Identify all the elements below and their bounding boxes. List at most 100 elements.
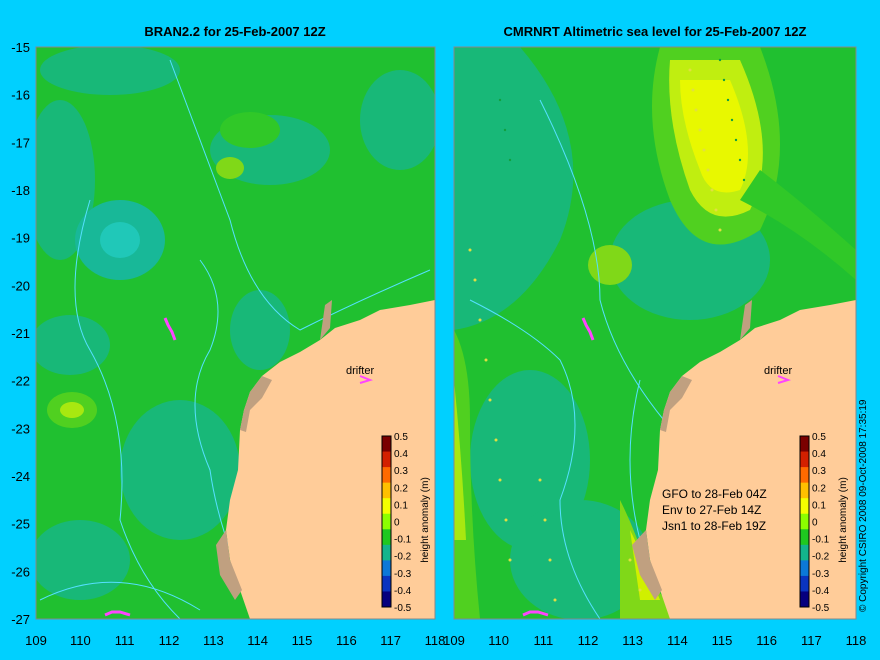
colorbar-tick-label: -0.2 (812, 552, 830, 563)
left-lat-axis: -15 -16 -17 -18 -19 -20 -21 -22 -23 -24 -25 -26 -27 (11, 40, 30, 627)
lat-tick-label: -24 (11, 469, 30, 484)
colorbar-tick-label: 0.2 (812, 483, 826, 494)
copyright: © Copyright CSIRO 2008 09-Oct-2008 17:35… (858, 399, 869, 612)
colorbar-tick-label: 0.4 (812, 449, 826, 460)
colorbar-tick-label: 0.3 (394, 466, 408, 477)
lat-tick-label: -26 (11, 564, 30, 579)
colorbar-tick-label: 0.1 (394, 500, 408, 511)
lon-tick-label: 114 (247, 633, 268, 648)
colorbar-swatch (382, 513, 391, 530)
colorbar-swatch (800, 560, 809, 577)
colorbar-swatch (382, 482, 391, 499)
colorbar-tick-label: 0.3 (812, 466, 826, 477)
lon-tick-label: 109 (25, 633, 47, 648)
colorbar-tick-label: -0.3 (812, 569, 830, 580)
right-drifter-marker (777, 375, 792, 384)
right-panel-title: CMRNRT Altimetric sea level for 25-Feb-2… (504, 24, 807, 39)
colorbar-tick-label: 0.5 (812, 432, 826, 443)
colorbar-tick-label: -0.4 (812, 586, 830, 597)
colorbar-swatch (382, 436, 391, 453)
left-lon-axis: 109 110 111 112 113 114 115 116 117 118 (25, 633, 445, 648)
lat-tick-label: -20 (11, 278, 30, 293)
left-drifter-marker (359, 375, 374, 384)
lat-tick-label: -18 (11, 183, 30, 198)
lon-tick-label: 110 (70, 633, 91, 648)
colorbar-swatch (800, 591, 809, 608)
lat-tick-label: -22 (11, 374, 30, 389)
lon-tick-label: 112 (578, 633, 599, 648)
colorbar-swatch (800, 544, 809, 561)
info-line: Jsn1 to 28-Feb 19Z (662, 519, 766, 533)
colorbar-swatch (382, 529, 391, 546)
right-lon-axis: 109 110 111 112 113 114 115 116 117 118 (443, 633, 866, 648)
info-line: GFO to 28-Feb 04Z (662, 487, 767, 501)
colorbar-swatch (800, 575, 809, 592)
left-panel-title: BRAN2.2 for 25-Feb-2007 12Z (144, 24, 325, 39)
lat-tick-label: -16 (11, 88, 30, 103)
colorbar-swatch (382, 575, 391, 592)
colorbar-tick-label: -0.1 (394, 535, 412, 546)
colorbar-tick-label: 0.5 (394, 432, 408, 443)
lon-tick-label: 117 (380, 633, 401, 648)
left-drifter-track (163, 317, 177, 341)
lon-tick-label: 111 (115, 633, 135, 648)
lon-tick-label: 116 (756, 633, 777, 648)
lon-tick-label: 115 (712, 633, 733, 648)
left-drifter-label: drifter (346, 365, 374, 377)
colorbar-tick-label: -0.5 (394, 603, 412, 614)
right-info-box: GFO to 28-Feb 04Z Env to 27-Feb 14Z Jsn1… (662, 487, 767, 533)
info-line: Env to 27-Feb 14Z (662, 503, 761, 517)
colorbar-swatch (800, 482, 809, 499)
lat-tick-label: -17 (11, 135, 30, 150)
colorbar-swatch (800, 436, 809, 453)
colorbar-swatch (800, 451, 809, 468)
lon-tick-label: 115 (292, 633, 313, 648)
left-drifter-track-south (104, 610, 131, 617)
right-drifter-label: drifter (764, 365, 792, 377)
colorbar-swatch (382, 498, 391, 515)
colorbar-swatch (382, 451, 391, 468)
colorbar-tick-label: 0.4 (394, 449, 408, 460)
lon-tick-label: 116 (336, 633, 357, 648)
colorbar-tick-label: 0.1 (812, 500, 826, 511)
lon-tick-label: 117 (801, 633, 822, 648)
right-drifter-track-south (522, 610, 549, 617)
colorbar-swatch (800, 529, 809, 546)
colorbar-swatch (382, 560, 391, 577)
colorbar-swatch (800, 467, 809, 484)
lon-tick-label: 112 (159, 633, 180, 648)
colorbar-swatch (800, 513, 809, 530)
lat-tick-label: -15 (11, 40, 30, 55)
lon-tick-label: 109 (443, 633, 465, 648)
lat-tick-label: -21 (11, 326, 30, 341)
colorbar-tick-label: -0.5 (812, 603, 830, 614)
colorbar-tick-label: 0.2 (394, 483, 408, 494)
colorbar-tick-label: 0 (812, 518, 818, 529)
lat-tick-label: -19 (11, 231, 30, 246)
right-map (454, 47, 856, 619)
lon-tick-label: 118 (846, 633, 867, 648)
lat-tick-label: -25 (11, 517, 30, 532)
right-colorbar: 0.5 0.4 0.3 0.2 0.1 0 -0.1 -0.2 -0.3 -0.4 -0.5 (799, 432, 830, 614)
lon-tick-label: 114 (667, 633, 688, 648)
colorbar-tick-label: -0.2 (394, 552, 412, 563)
colorbar-tick-label: -0.4 (394, 586, 412, 597)
left-colorbar: 0.5 0.4 0.3 0.2 0.1 0 -0.1 -0.2 -0.3 -0.4 -0.5 (381, 432, 412, 614)
lat-tick-label: -27 (11, 612, 30, 627)
colorbar-swatch (800, 498, 809, 515)
lat-tick-label: -23 (11, 421, 30, 436)
colorbar-tick-label: 0 (394, 518, 400, 529)
lon-tick-label: 113 (622, 633, 643, 648)
lon-tick-label: 110 (488, 633, 509, 648)
colorbar-tick-label: -0.1 (812, 535, 830, 546)
left-colorbar-label: height anomaly (m) (420, 477, 431, 563)
lon-tick-label: 118 (425, 633, 446, 648)
lon-tick-label: 113 (203, 633, 224, 648)
colorbar-swatch (382, 544, 391, 561)
colorbar-swatch (382, 467, 391, 484)
colorbar-tick-label: -0.3 (394, 569, 412, 580)
left-map (36, 47, 435, 619)
right-drifter-track (581, 317, 595, 341)
colorbar-swatch (382, 591, 391, 608)
